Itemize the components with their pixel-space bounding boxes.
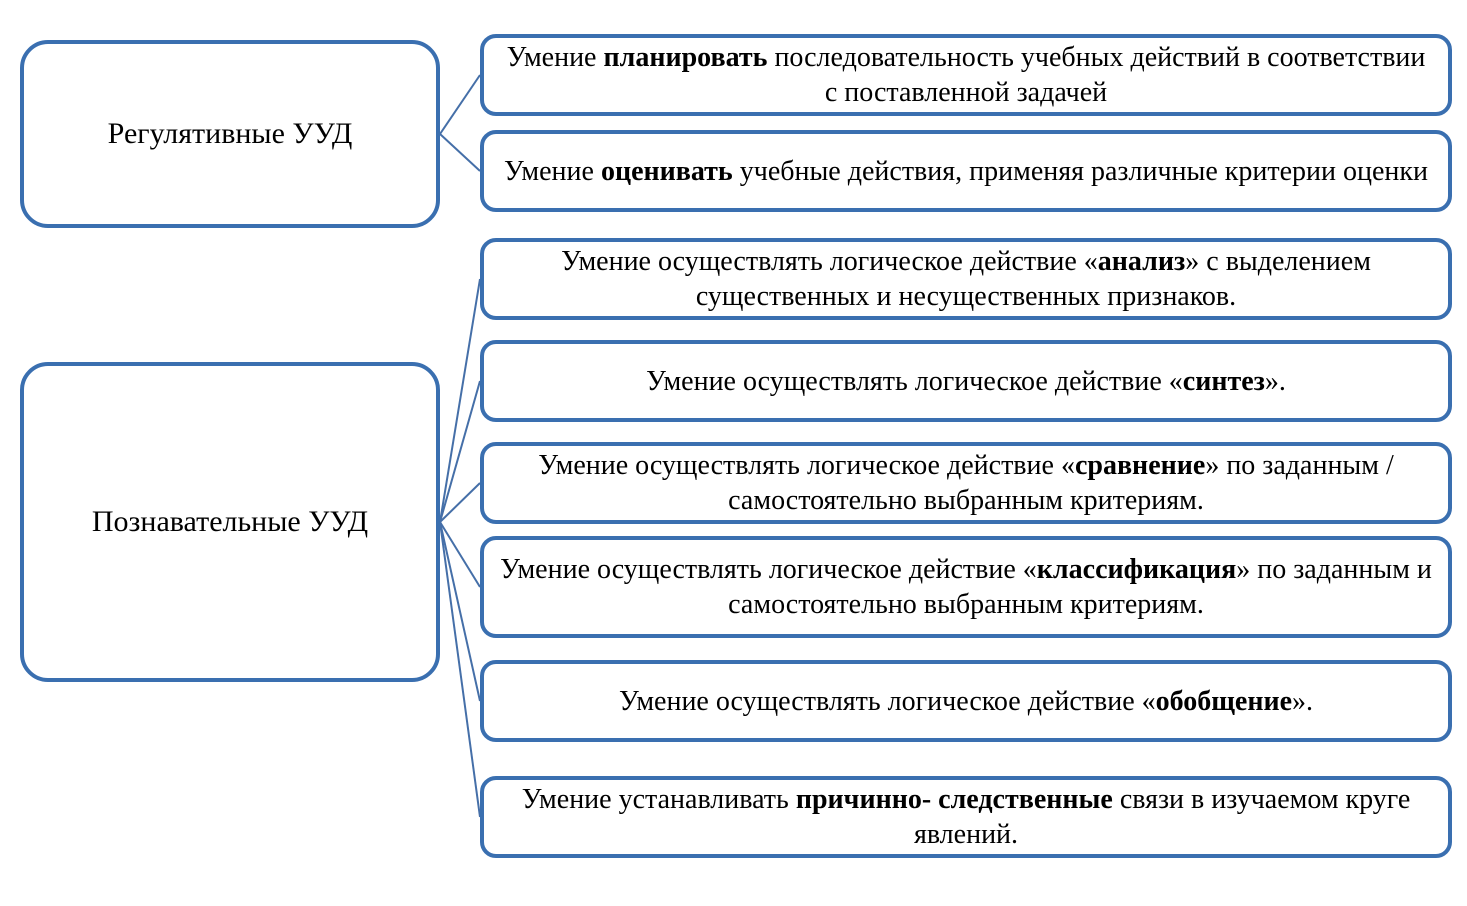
child-node: Умение осуществлять логическое действие … (480, 340, 1452, 422)
child-label: Умение планировать последовательность уч… (484, 34, 1448, 116)
child-node: Умение устанавливать причинно- следствен… (480, 776, 1452, 858)
connector-line (440, 522, 480, 587)
child-node: Умение осуществлять логическое действие … (480, 442, 1452, 524)
connector-line (440, 483, 480, 522)
category-label: Познавательные УУД (78, 497, 382, 547)
child-node: Умение осуществлять логическое действие … (480, 660, 1452, 742)
child-node: Умение планировать последовательность уч… (480, 34, 1452, 116)
connector-line (440, 522, 480, 701)
connector-line (440, 75, 480, 134)
connector-line (440, 134, 480, 171)
child-label: Умение осуществлять логическое действие … (605, 678, 1327, 725)
category-label: Регулятивные УУД (94, 109, 367, 159)
child-label: Умение осуществлять логическое действие … (484, 546, 1448, 628)
child-label: Умение оценивать учебные действия, приме… (490, 148, 1442, 195)
child-label: Умение осуществлять логическое действие … (632, 358, 1300, 405)
child-node: Умение оценивать учебные действия, приме… (480, 130, 1452, 212)
connector-line (440, 279, 480, 522)
connector-line (440, 522, 480, 817)
connector-line (440, 381, 480, 522)
child-label: Умение осуществлять логическое действие … (484, 238, 1448, 320)
child-label: Умение устанавливать причинно- следствен… (484, 776, 1448, 858)
child-node: Умение осуществлять логическое действие … (480, 238, 1452, 320)
child-node: Умение осуществлять логическое действие … (480, 536, 1452, 638)
child-label: Умение осуществлять логическое действие … (484, 442, 1448, 524)
category-node: Познавательные УУД (20, 362, 440, 682)
category-node: Регулятивные УУД (20, 40, 440, 228)
